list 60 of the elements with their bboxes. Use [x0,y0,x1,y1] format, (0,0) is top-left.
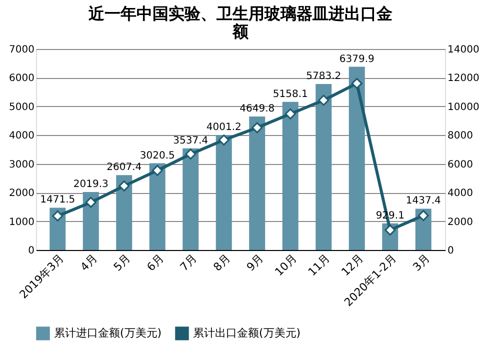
point [52,210,64,222]
legend-label: 累计进口金额(万美元) [54,326,162,340]
data-label: 2607.4 [106,162,142,174]
y2-tick-label: 0 [448,246,454,256]
x-tick-label: 3月 [410,252,432,274]
x-tick-label: 8月 [210,252,233,274]
x-tick-label: 4月 [78,252,100,274]
x-tick-label: 10月 [272,252,300,279]
point [85,196,96,208]
point [252,122,263,134]
y2-tick-label: 10000 [448,102,480,113]
y2-tick-label: 6000 [448,159,473,170]
chart-title: 近一年中国实验、卫生用玻璃器皿进出口金额 [88,4,392,41]
bar [216,135,232,250]
bar [116,175,132,250]
y2-tick-label: 8000 [448,130,473,142]
data-label: 4649.8 [240,103,275,114]
y-tick-label: 0 [28,246,34,256]
x-tick-label: 11月 [306,252,333,279]
y2-tick-label: 2000 [448,216,473,228]
y-tick-label: 1000 [9,216,34,228]
x-tick-label: 9月 [244,252,266,274]
point [218,134,230,146]
data-label: 1437.4 [406,196,441,207]
bar [249,116,266,250]
x-tick-label: 7月 [178,252,200,274]
data-label: 3537.4 [173,135,208,146]
bar [149,163,166,250]
data-label: 1471.5 [40,194,76,206]
x-tick-label: 5月 [111,252,134,274]
legend-label: 累计出口金额(万美元) [193,326,301,340]
data-label: 6379.9 [339,54,374,65]
bar [348,66,365,250]
point [418,210,429,222]
x-tick-label: 12月 [338,252,366,279]
y-tick-label: 2000 [9,188,34,200]
bar [316,84,332,250]
bar [182,148,199,250]
y-tick-label: 7000 [9,44,34,56]
point [384,224,396,236]
bar [282,102,298,250]
point [152,164,163,176]
y-tick-label: 6000 [9,73,34,84]
data-label: 2019.3 [73,179,108,190]
y-tick-label: 3000 [9,159,34,170]
point [118,180,130,192]
y2-tick-label: 4000 [448,188,473,200]
point [351,78,362,89]
y2-tick-label: 14000 [448,44,480,56]
y-tick-label: 5000 [9,102,34,113]
y2-tick-label: 12000 [448,73,480,84]
data-label: 3020.5 [140,150,175,162]
point [318,94,330,106]
point [185,148,196,160]
data-label: 4001.2 [206,122,242,134]
data-label: 5158.1 [272,88,308,100]
data-label: 5783.2 [306,70,342,82]
x-tick-label: 6月 [144,252,166,274]
y-tick-label: 4000 [9,130,34,142]
point [284,108,296,120]
